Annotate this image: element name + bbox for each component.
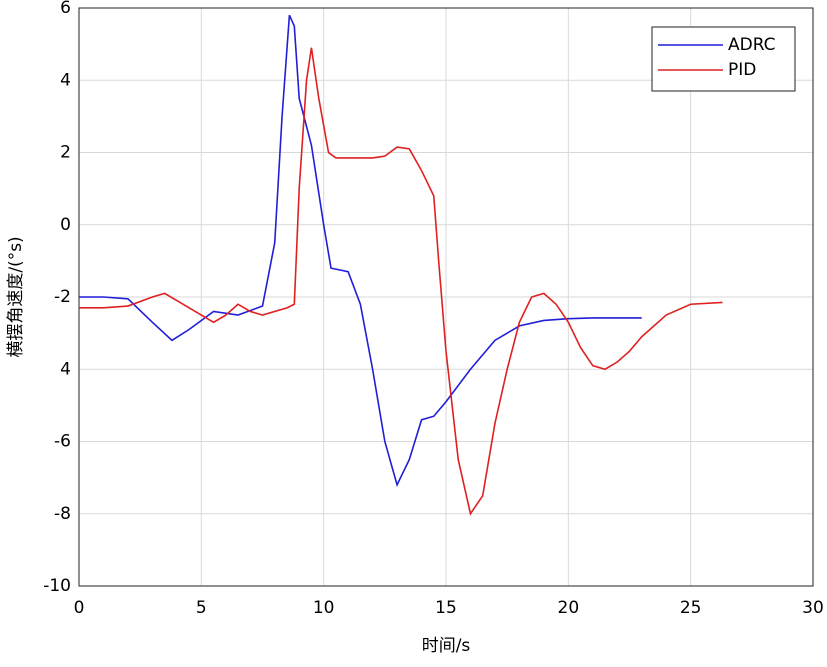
x-axis-label: 时间/s [422, 636, 471, 656]
y-tick-label: -8 [54, 504, 71, 524]
legend-label: ADRC [728, 35, 776, 55]
legend-box [651, 26, 796, 92]
y-axis-label: 横摆角速度/(°s) [6, 236, 26, 357]
legend-label: PID [728, 60, 756, 80]
y-tick-label: 2 [60, 143, 71, 163]
x-tick-label: 15 [435, 598, 457, 618]
x-tick-label: 5 [196, 598, 207, 618]
y-tick-label: 6 [60, 0, 71, 18]
y-tick-label: 4 [60, 70, 71, 90]
x-tick-label: 30 [802, 598, 824, 618]
y-tick-label: 4 [60, 359, 71, 379]
y-tick-label: -2 [54, 287, 71, 307]
series-line [79, 14, 642, 488]
x-tick-label: 20 [558, 598, 580, 618]
y-tick-label: 0 [60, 215, 71, 235]
y-tick-label: -10 [43, 576, 71, 596]
series-line [79, 47, 723, 516]
x-tick-label: 10 [313, 598, 335, 618]
x-tick-label: 25 [680, 598, 702, 618]
y-tick-label: -6 [54, 432, 71, 452]
x-tick-label: 0 [74, 598, 85, 618]
